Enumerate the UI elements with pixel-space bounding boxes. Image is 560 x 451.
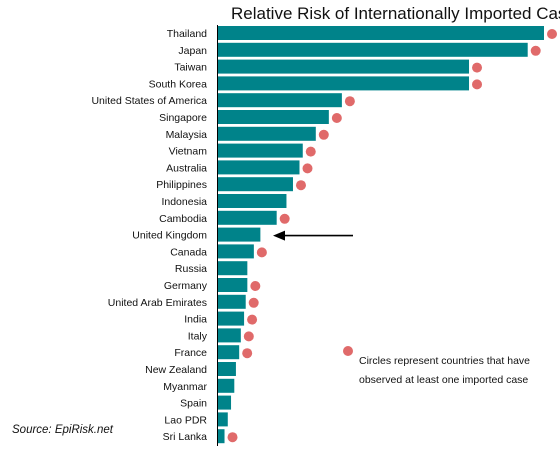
legend-dot (343, 346, 353, 356)
imported-case-dot-canada (256, 247, 267, 258)
category-label-philippines: Philippines (156, 179, 207, 191)
bar-germany (218, 278, 248, 292)
bars-group (218, 26, 544, 444)
category-labels: Thailand Japan Taiwan South Korea United Sta… (91, 28, 207, 443)
bar-sri-lanka (218, 429, 225, 444)
imported-case-dot-australia (302, 163, 313, 174)
bar-vietnam (218, 143, 303, 158)
bar-united-states-of-america (218, 93, 342, 108)
imported-case-dot-taiwan (472, 62, 483, 73)
category-label-united-arab-emirates: United Arab Emirates (108, 297, 207, 309)
category-label-taiwan: Taiwan (174, 62, 207, 74)
category-label-thailand: Thailand (167, 28, 207, 40)
bar-japan (218, 42, 528, 57)
bar-singapore (218, 110, 329, 124)
category-label-south-korea: South Korea (149, 78, 208, 90)
category-label-italy: Italy (188, 330, 208, 342)
category-label-new-zealand: New Zealand (145, 364, 207, 376)
imported-case-dot-sri-lanka (227, 432, 238, 443)
arrow-head (273, 230, 285, 241)
bar-united-kingdom (218, 227, 261, 242)
category-label-spain: Spain (180, 398, 207, 410)
chart-title: Relative Risk of Internationally Importe… (231, 4, 560, 23)
bar-italy (218, 328, 241, 343)
bar-india (218, 311, 245, 326)
imported-case-dot-india (247, 314, 258, 325)
category-label-india: India (184, 314, 207, 326)
imported-case-dot-japan (530, 45, 541, 56)
bar-canada (218, 244, 254, 259)
dots-group (227, 29, 557, 443)
bar-russia (218, 261, 248, 276)
category-label-united-states-of-america: United States of America (91, 95, 207, 107)
imported-case-dot-thailand (547, 29, 557, 39)
bar-united-arab-emirates (218, 294, 246, 309)
category-label-germany: Germany (164, 280, 208, 292)
bar-south-korea (218, 76, 470, 91)
bar-taiwan (218, 59, 470, 74)
imported-case-dot-germany (250, 281, 261, 291)
imported-case-dot-cambodia (279, 213, 290, 224)
category-label-united-kingdom: United Kingdom (132, 230, 207, 242)
imported-case-dot-south-korea (472, 79, 483, 90)
category-label-sri-lanka: Sri Lanka (163, 431, 208, 443)
bar-france (218, 345, 240, 360)
category-label-france: France (174, 347, 207, 359)
legend-label-line2: observed at least one imported case (359, 374, 528, 386)
legend-label-line1: Circles represent countries that have (359, 355, 530, 367)
imported-case-dot-italy (243, 331, 254, 342)
category-label-vietnam: Vietnam (169, 146, 208, 158)
category-label-indonesia: Indonesia (161, 196, 207, 208)
bar-lao-pdr (218, 412, 228, 427)
bar-cambodia (218, 210, 277, 225)
imported-case-dot-singapore (331, 113, 342, 123)
imported-case-dot-philippines (295, 180, 306, 191)
category-label-japan: Japan (178, 45, 207, 57)
bar-indonesia (218, 194, 287, 208)
bar-philippines (218, 177, 293, 192)
bar-myanmar (218, 378, 235, 393)
bar-malaysia (218, 126, 316, 141)
category-label-cambodia: Cambodia (159, 213, 207, 225)
bar-thailand (218, 26, 544, 40)
category-label-canada: Canada (170, 246, 207, 258)
category-label-lao-pdr: Lao PDR (164, 414, 207, 426)
category-label-malaysia: Malaysia (166, 129, 208, 141)
bar-spain (218, 395, 232, 410)
bar-new-zealand (218, 362, 236, 376)
source-note: Source: EpiRisk.net (12, 424, 114, 436)
imported-case-dot-united-arab-emirates (248, 297, 259, 308)
highlight-arrow (273, 230, 353, 241)
imported-case-dot-united-states-of-america (344, 96, 355, 107)
category-label-australia: Australia (166, 162, 207, 174)
category-label-singapore: Singapore (159, 112, 207, 124)
imported-case-dot-malaysia (318, 129, 329, 140)
bar-australia (218, 160, 300, 175)
category-label-russia: Russia (175, 263, 207, 275)
category-label-myanmar: Myanmar (163, 381, 207, 393)
imported-case-dot-vietnam (305, 146, 316, 157)
imported-case-dot-france (242, 348, 253, 359)
legend: Circles represent countries that have ob… (343, 346, 530, 386)
